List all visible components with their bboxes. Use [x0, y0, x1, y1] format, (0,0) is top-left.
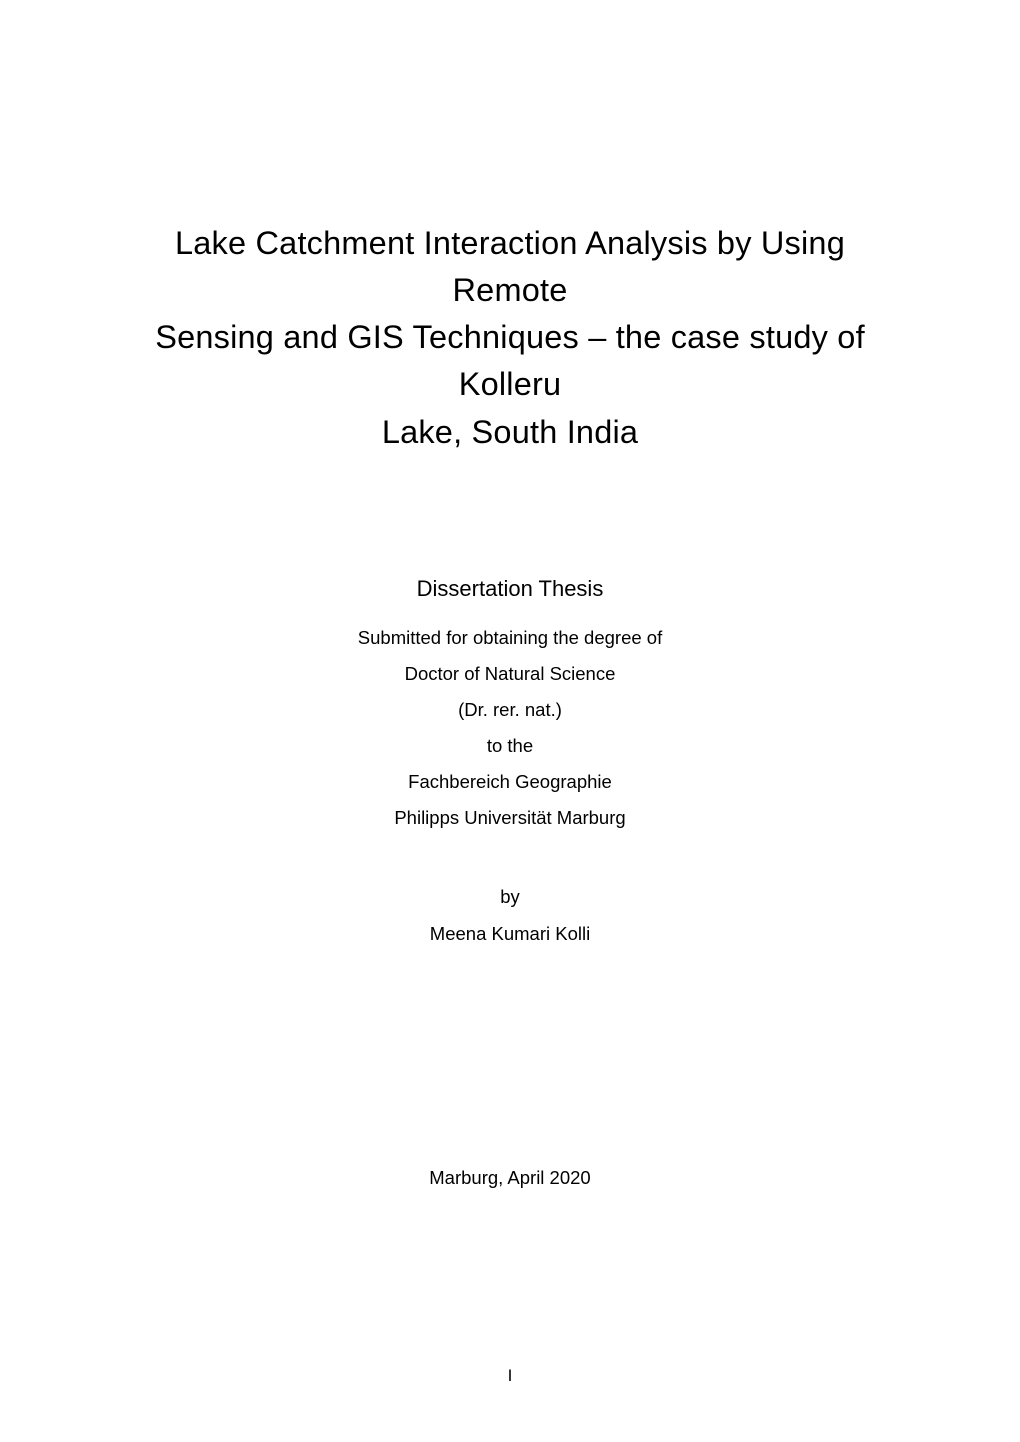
submission-line-4: to the — [118, 728, 902, 764]
thesis-block: Dissertation Thesis Submitted for obtain… — [118, 576, 902, 836]
submission-line-2: Doctor of Natural Science — [118, 656, 902, 692]
submission-line-1: Submitted for obtaining the degree of — [118, 620, 902, 656]
title-page: Lake Catchment Interaction Analysis by U… — [0, 0, 1020, 1442]
by-label: by — [118, 878, 902, 915]
thesis-heading: Dissertation Thesis — [118, 576, 902, 602]
place-date: Marburg, April 2020 — [118, 1160, 902, 1196]
thesis-title: Lake Catchment Interaction Analysis by U… — [118, 220, 902, 456]
author-block: by Meena Kumari Kolli — [118, 878, 902, 952]
title-line-2: Sensing and GIS Techniques – the case st… — [155, 319, 865, 402]
author-name: Meena Kumari Kolli — [118, 915, 902, 952]
submission-line-6: Philipps Universität Marburg — [118, 800, 902, 836]
submission-line-5: Fachbereich Geographie — [118, 764, 902, 800]
place-date-block: Marburg, April 2020 — [118, 1160, 902, 1196]
page-number: I — [0, 1366, 1020, 1386]
title-line-3: Lake, South India — [382, 414, 638, 450]
spacer — [118, 952, 902, 1160]
submission-line-3: (Dr. rer. nat.) — [118, 692, 902, 728]
spacer — [118, 836, 902, 878]
title-line-1: Lake Catchment Interaction Analysis by U… — [175, 225, 845, 308]
